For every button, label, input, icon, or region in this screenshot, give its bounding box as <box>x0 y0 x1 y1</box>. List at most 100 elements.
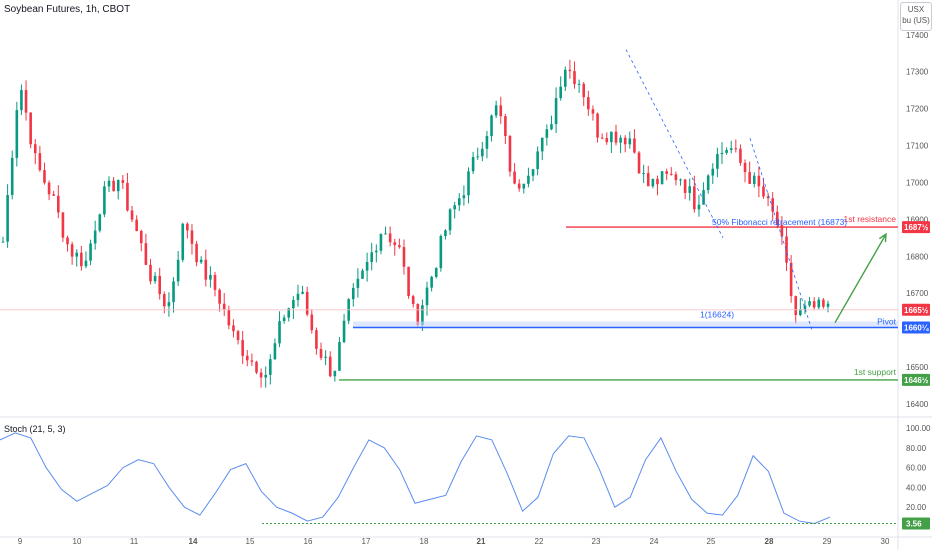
candle-body <box>342 320 346 343</box>
candle-body <box>250 360 254 362</box>
support-badge-bg <box>902 373 930 386</box>
pivot-zone <box>353 321 898 328</box>
x-tick-label: 14 <box>189 537 198 546</box>
x-tick-label: 28 <box>765 537 774 546</box>
candle-body <box>292 299 295 309</box>
candle-body <box>485 136 489 149</box>
fib-trendline-2 <box>749 138 813 331</box>
candle-body <box>633 138 636 153</box>
candle-body <box>540 137 544 152</box>
projection-arrow-head <box>878 232 887 243</box>
resistance-badge-bg <box>902 221 930 234</box>
candle-body <box>803 305 807 310</box>
candle-body <box>794 296 798 316</box>
candle-body <box>610 131 613 143</box>
candle-body <box>614 131 618 143</box>
candle-body <box>536 151 539 170</box>
y-tick-label: 16400 <box>906 400 929 409</box>
candle-body <box>388 233 392 243</box>
candle-body <box>416 303 420 326</box>
candle-body <box>287 308 291 318</box>
candle-body <box>278 321 281 344</box>
candle-body <box>453 205 456 210</box>
candle-body <box>642 173 645 175</box>
stoch-line <box>0 432 831 524</box>
candle-body <box>812 301 816 308</box>
candle-body <box>554 98 558 125</box>
candle-body <box>98 214 102 231</box>
x-tick-label: 29 <box>823 537 832 546</box>
projection-arrow <box>834 233 887 324</box>
candle-body <box>153 275 157 282</box>
candle-body <box>545 129 549 138</box>
candle-body <box>587 97 590 110</box>
x-tick-label: 23 <box>592 537 601 546</box>
candle-body <box>669 173 673 175</box>
last-price-badge-bg <box>902 303 930 316</box>
candle-body <box>402 247 406 267</box>
candle-body <box>176 259 180 282</box>
candle-body <box>596 113 599 138</box>
pivot-label: Pivot <box>877 317 897 327</box>
candle-body <box>89 243 92 261</box>
candle-body <box>720 152 724 155</box>
candle-body <box>236 331 240 341</box>
candle-body <box>605 138 609 143</box>
candle-body <box>771 198 774 212</box>
candle-body <box>273 343 277 360</box>
candle-body <box>163 294 166 307</box>
candle-body <box>444 230 447 236</box>
y-tick-label: 16800 <box>906 252 929 261</box>
candle-body <box>130 210 134 220</box>
candle-body <box>186 223 189 231</box>
candle-body <box>808 301 811 306</box>
pivot-annotation: 1(16624) <box>700 310 734 320</box>
candle-body <box>826 303 830 307</box>
candle-body <box>190 230 194 244</box>
candle-body <box>697 204 701 210</box>
y-tick-label: 17400 <box>906 31 929 40</box>
candle-body <box>324 356 327 358</box>
candle-body <box>688 186 692 193</box>
x-tick-label: 17 <box>362 537 371 546</box>
candle-body <box>407 266 410 297</box>
candle-body <box>57 195 60 213</box>
stoch-tick-label: 100.00 <box>906 424 931 433</box>
candle-body <box>766 196 770 199</box>
candle-body <box>310 314 314 331</box>
candle-body <box>568 69 572 72</box>
x-tick-label: 15 <box>246 537 255 546</box>
candle-body <box>103 186 106 215</box>
x-tick-label: 30 <box>881 537 890 546</box>
candle-body <box>379 233 383 251</box>
candle-body <box>748 172 751 184</box>
candle-body <box>513 171 516 184</box>
currency-unit-selector[interactable]: USX bu (US) <box>900 2 932 31</box>
candle-body <box>269 359 272 375</box>
candle-body <box>33 144 37 154</box>
candle-body <box>126 182 129 211</box>
candle-body <box>434 268 438 277</box>
candle-body <box>481 148 484 157</box>
candle-body <box>319 348 323 358</box>
candle-body <box>107 180 111 187</box>
candle-body <box>93 230 97 244</box>
x-tick-label: 25 <box>707 537 716 546</box>
last-price-badge: 1665½ <box>904 306 929 315</box>
candle-body <box>66 237 69 245</box>
x-tick-label: 10 <box>73 537 82 546</box>
y-tick-label: 16500 <box>906 363 929 372</box>
candle-body <box>411 296 415 304</box>
candle-body <box>241 340 244 356</box>
stoch-tick-label: 60.00 <box>906 464 927 473</box>
candle-body <box>213 274 217 290</box>
candle-body <box>734 148 738 150</box>
candle-body <box>218 289 221 304</box>
candle-body <box>448 209 452 231</box>
candle-body <box>504 116 507 137</box>
candle-body <box>75 252 79 257</box>
candle-body <box>628 138 632 145</box>
x-tick-label: 24 <box>650 537 659 546</box>
candle-body <box>328 356 332 377</box>
